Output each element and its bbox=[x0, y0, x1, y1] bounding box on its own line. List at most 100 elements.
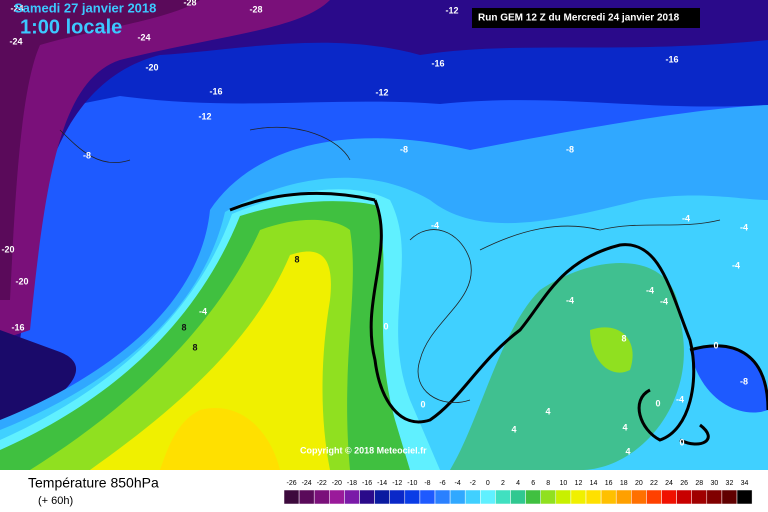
contour-label: -24 bbox=[10, 3, 23, 13]
scale-label: 20 bbox=[635, 480, 643, 487]
contour-label: 0 bbox=[420, 399, 425, 409]
contour-label: -4 bbox=[566, 295, 574, 305]
contour-label: 4 bbox=[625, 446, 630, 456]
scale-swatch bbox=[389, 489, 406, 505]
scale-label: -10 bbox=[407, 480, 417, 487]
scale-swatch bbox=[646, 489, 662, 505]
zero-isotherm bbox=[369, 199, 696, 442]
scale-swatch bbox=[585, 489, 602, 505]
scale-swatch bbox=[706, 489, 723, 505]
copyright: Copyright © 2018 Meteociel.fr bbox=[300, 445, 427, 455]
east-mild-air bbox=[450, 262, 684, 470]
scale-label: -14 bbox=[377, 480, 387, 487]
scale-swatch bbox=[359, 489, 375, 505]
scale-swatch bbox=[631, 489, 647, 505]
scale-swatch bbox=[555, 489, 572, 505]
scale-label: 2 bbox=[501, 480, 505, 487]
contour-label: -12 bbox=[198, 111, 211, 121]
zero-isotherm-east bbox=[679, 344, 768, 446]
contour-label: -16 bbox=[11, 322, 24, 332]
footer-title: Température 850hPa bbox=[28, 475, 159, 491]
contour-label: -16 bbox=[431, 58, 444, 68]
contour-label: 0 bbox=[655, 398, 660, 408]
scale-label: 0 bbox=[486, 480, 490, 487]
scale-swatch bbox=[510, 489, 526, 505]
run-label: Run GEM 12 Z du Mercredi 24 janvier 2018 bbox=[478, 13, 680, 24]
contour-label: -20 bbox=[1, 244, 14, 254]
scale-label: -2 bbox=[470, 480, 476, 487]
contour-labels: -24 -28 -28 -24 -24 -12 -16 -20 -16 -16 -12 -12 -8 -8… bbox=[1, 0, 748, 456]
scale-swatch bbox=[344, 489, 360, 505]
scale-swatch bbox=[298, 489, 315, 505]
contour-label: 0 bbox=[713, 340, 718, 350]
scale-label: -20 bbox=[332, 480, 342, 487]
contour-label: 8 bbox=[192, 342, 197, 352]
contour-label: -4 bbox=[676, 394, 684, 404]
contour-label: 4 bbox=[622, 422, 627, 432]
date-label: Samedi 27 janvier 2018 bbox=[14, 0, 156, 15]
scale-swatch bbox=[540, 489, 557, 505]
contour-label: -4 bbox=[431, 220, 439, 230]
scale-swatch bbox=[615, 489, 632, 505]
contour-label: -12 bbox=[445, 5, 458, 15]
contour-label: -8 bbox=[83, 150, 91, 160]
contour-label: -8 bbox=[740, 376, 748, 386]
scale-label: 10 bbox=[559, 480, 567, 487]
contour-label: -20 bbox=[145, 62, 158, 72]
contour-label: -4 bbox=[740, 222, 748, 232]
scale-label: -6 bbox=[439, 480, 445, 487]
contour-label: -4 bbox=[199, 306, 207, 316]
scale-swatch bbox=[313, 489, 330, 505]
scale-label: 26 bbox=[680, 480, 688, 487]
contour-label: -16 bbox=[665, 54, 678, 64]
contour-label: -16 bbox=[209, 86, 222, 96]
scale-swatch bbox=[525, 489, 541, 505]
contour-label: -4 bbox=[660, 296, 668, 306]
scale-swatch bbox=[464, 489, 481, 505]
scale-label: -24 bbox=[302, 480, 312, 487]
scale-swatch bbox=[449, 489, 466, 505]
scale-label: -16 bbox=[362, 480, 372, 487]
contour-label: 4 bbox=[511, 424, 516, 434]
contour-label: 8 bbox=[294, 254, 299, 264]
scale-label: 14 bbox=[590, 480, 598, 487]
contour-label: -24 bbox=[9, 36, 22, 46]
scale-swatch bbox=[434, 489, 451, 505]
arctic-air bbox=[0, 0, 330, 340]
scale-swatch bbox=[374, 489, 390, 505]
cold-pocket bbox=[0, 330, 77, 425]
contour-label: -24 bbox=[137, 32, 150, 42]
contour-label: -4 bbox=[732, 260, 740, 270]
scale-swatch bbox=[691, 489, 708, 505]
scale-label: -4 bbox=[455, 480, 461, 487]
scale-label: -8 bbox=[424, 480, 430, 487]
scale-label: -12 bbox=[392, 480, 402, 487]
scale-swatch bbox=[661, 489, 677, 505]
scale-swatch bbox=[480, 489, 496, 505]
contour-label: -28 bbox=[183, 0, 196, 7]
scale-label: 28 bbox=[695, 480, 703, 487]
contour-label: 8 bbox=[181, 322, 186, 332]
contour-label: -20 bbox=[15, 276, 28, 286]
zero-isotherm-north bbox=[229, 191, 376, 212]
contour-label: 0 bbox=[383, 321, 388, 331]
scale-swatch bbox=[419, 489, 436, 505]
arctic-core bbox=[0, 0, 200, 300]
scale-label: -18 bbox=[347, 480, 357, 487]
scale-swatch bbox=[736, 489, 753, 505]
scale-swatch bbox=[721, 489, 738, 505]
warm-pocket bbox=[160, 408, 280, 470]
contour-label: -8 bbox=[400, 144, 408, 154]
scale-label: 32 bbox=[726, 480, 734, 487]
scale-label: -22 bbox=[317, 480, 327, 487]
scale-swatch bbox=[570, 489, 587, 505]
time-label: 1:00 locale bbox=[20, 16, 122, 38]
balkan-warm-spot bbox=[590, 327, 633, 373]
contour-label: 0 bbox=[679, 437, 684, 447]
scale-swatch bbox=[329, 489, 345, 505]
contour-label: 4 bbox=[545, 406, 550, 416]
scale-label: 22 bbox=[650, 480, 658, 487]
contour-label: -8 bbox=[566, 144, 574, 154]
scale-swatch bbox=[283, 489, 300, 505]
